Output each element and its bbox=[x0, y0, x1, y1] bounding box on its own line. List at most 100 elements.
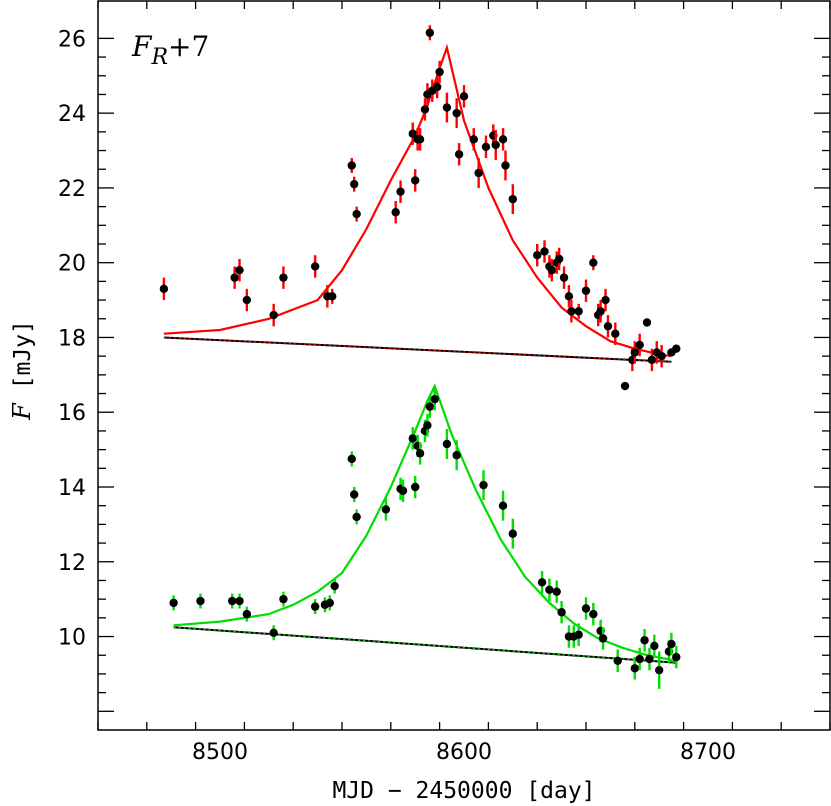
data-point bbox=[430, 394, 439, 404]
data-point bbox=[230, 273, 239, 282]
data-point bbox=[330, 581, 339, 591]
series-1 bbox=[169, 383, 681, 689]
data-point bbox=[415, 135, 425, 144]
y-tick-label: 12 bbox=[58, 551, 86, 576]
model-curve bbox=[173, 383, 677, 662]
data-point bbox=[474, 168, 483, 178]
x-tick-label: 8700 bbox=[680, 740, 736, 765]
data-point bbox=[567, 307, 576, 316]
data-point bbox=[537, 578, 547, 587]
data-point bbox=[672, 652, 681, 662]
data-point bbox=[613, 656, 622, 666]
data-point bbox=[574, 307, 583, 316]
data-point bbox=[667, 639, 676, 649]
y-tick-label: 10 bbox=[58, 626, 86, 651]
annotation-offset: +7 bbox=[168, 30, 209, 63]
data-point bbox=[564, 292, 574, 301]
data-point bbox=[425, 28, 435, 37]
data-point bbox=[559, 273, 569, 282]
data-point bbox=[411, 176, 420, 185]
data-point bbox=[547, 265, 557, 275]
data-series bbox=[159, 25, 681, 689]
data-point bbox=[235, 596, 244, 606]
data-point bbox=[391, 208, 400, 217]
data-point bbox=[508, 194, 517, 204]
data-point bbox=[350, 179, 359, 189]
data-point bbox=[411, 482, 420, 492]
axes: 8500 8600 8700 10 12 14 16 18 20 22 24 26 bbox=[58, 0, 831, 765]
data-point bbox=[415, 449, 425, 458]
data-point bbox=[630, 664, 639, 673]
data-point bbox=[650, 641, 659, 651]
data-point bbox=[479, 480, 488, 490]
data-point bbox=[598, 634, 608, 643]
data-point bbox=[442, 439, 452, 449]
y-tick-label: 14 bbox=[58, 476, 86, 501]
data-point bbox=[647, 355, 657, 365]
data-point bbox=[469, 135, 478, 144]
data-point bbox=[435, 67, 444, 77]
data-point bbox=[635, 654, 644, 664]
data-point bbox=[581, 604, 591, 613]
data-point bbox=[635, 340, 644, 350]
data-point bbox=[672, 344, 681, 353]
data-point bbox=[396, 187, 405, 196]
data-point bbox=[540, 247, 549, 256]
data-point bbox=[620, 381, 630, 391]
data-point bbox=[596, 307, 605, 316]
data-point bbox=[459, 92, 469, 101]
data-point bbox=[310, 262, 320, 271]
data-point bbox=[601, 295, 610, 305]
data-point bbox=[352, 209, 361, 219]
x-tick-label: 8600 bbox=[436, 740, 492, 765]
data-point bbox=[554, 254, 564, 264]
x-axis-label: MJD − 2450000 [day] bbox=[332, 778, 595, 804]
data-point bbox=[552, 587, 561, 596]
data-point bbox=[508, 529, 517, 538]
y-axis-label: F [mJy] bbox=[8, 320, 36, 421]
data-point bbox=[432, 82, 442, 92]
data-point bbox=[589, 609, 598, 619]
data-point bbox=[498, 501, 508, 510]
data-point bbox=[269, 628, 278, 637]
y-tick-label: 16 bbox=[58, 401, 86, 426]
series-0 bbox=[159, 25, 681, 391]
y-tick-label: 22 bbox=[58, 177, 86, 202]
data-point bbox=[420, 105, 430, 114]
data-point bbox=[655, 665, 664, 675]
annotation-symbol: F bbox=[131, 30, 153, 63]
labels: MJD − 2450000 [day] F [mJy] FR+7 bbox=[8, 30, 596, 804]
data-point bbox=[454, 150, 464, 159]
y-tick-label: 24 bbox=[58, 102, 86, 127]
data-point bbox=[574, 630, 583, 639]
data-point bbox=[408, 434, 417, 443]
data-point bbox=[533, 251, 542, 260]
baseline-line bbox=[163, 336, 672, 363]
data-point bbox=[408, 129, 417, 138]
data-point bbox=[645, 654, 654, 664]
data-point bbox=[581, 286, 591, 295]
data-point bbox=[310, 602, 320, 611]
data-point bbox=[545, 585, 554, 595]
data-point bbox=[228, 596, 237, 606]
data-point bbox=[452, 451, 461, 460]
data-point bbox=[269, 310, 278, 320]
data-point bbox=[425, 402, 435, 411]
data-point bbox=[557, 608, 566, 617]
data-point bbox=[325, 598, 334, 608]
y-tick-label: 18 bbox=[58, 326, 86, 351]
y-tick-label: 26 bbox=[58, 27, 86, 52]
data-point bbox=[642, 318, 652, 327]
data-point bbox=[452, 108, 461, 118]
data-point bbox=[159, 284, 169, 294]
data-point bbox=[196, 596, 205, 606]
data-point bbox=[279, 594, 288, 604]
band-annotation: FR+7 bbox=[131, 30, 209, 70]
x-tick-label: 8500 bbox=[192, 740, 248, 765]
y-axis-label-symbol: F bbox=[8, 402, 36, 421]
data-point bbox=[347, 161, 356, 170]
data-point bbox=[611, 329, 620, 338]
data-point bbox=[169, 598, 178, 608]
annotation-subscript: R bbox=[150, 45, 168, 70]
